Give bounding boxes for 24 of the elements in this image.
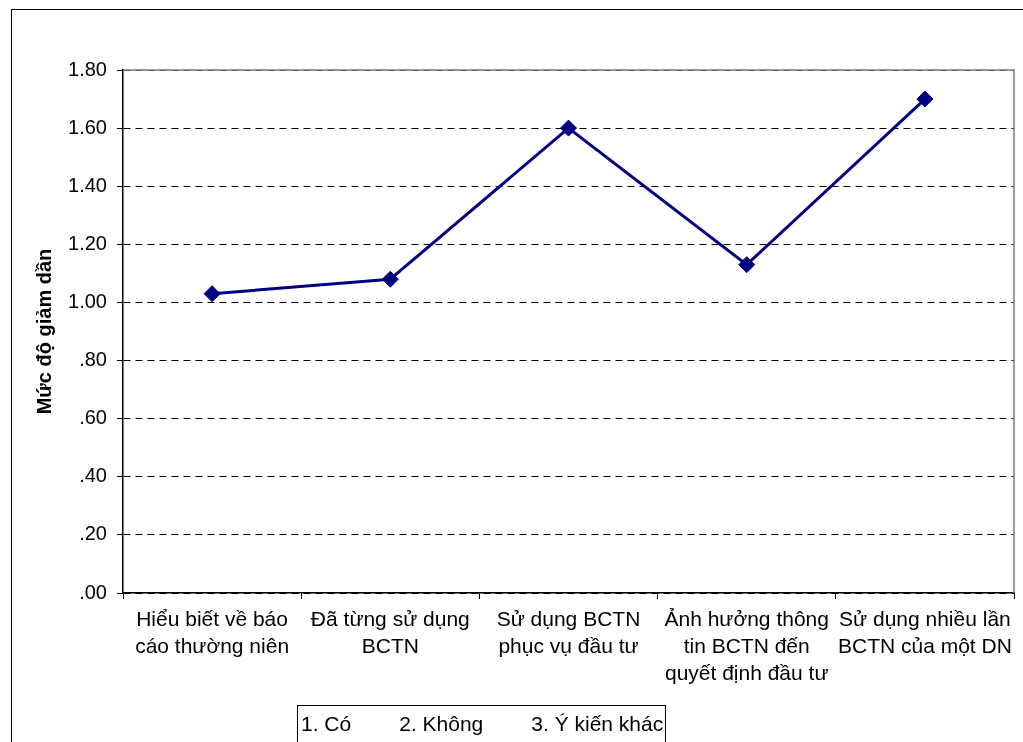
x-tick-label: Hiểu biết về báo cáo thường niên — [135, 607, 290, 658]
point — [381, 270, 399, 288]
x-tick-label: Đã từng sử dụng BCTN — [310, 607, 470, 658]
text: 1. Có — [301, 712, 352, 736]
y-tick-label: 1.80 — [68, 57, 107, 80]
x-tick-label: Sử dụng BCTN phục vụ đầu tư — [496, 607, 641, 658]
y-tick-label: .40 — [79, 464, 107, 487]
point — [560, 119, 577, 137]
y-tick-label: 1.60 — [68, 115, 107, 138]
point — [203, 285, 221, 303]
text: 3. Ý kiến khác — [531, 712, 664, 736]
point — [916, 90, 934, 108]
x-tick-label: Ảnh hưởng thông tin BCTN đến quyết định đầu tư — [664, 607, 829, 684]
y-tick-label: 1.20 — [68, 231, 107, 254]
y-tick-label: .00 — [79, 580, 107, 603]
y-tick-label: .80 — [79, 348, 107, 371]
y-tick-label: .20 — [79, 522, 107, 545]
x-tick-label: Sử dụng nhiều lần BCTN của một DN — [837, 607, 1012, 658]
y-tick-label: 1.40 — [68, 173, 107, 196]
y-tick-label: 1.00 — [68, 289, 107, 312]
y-axis-title: Mức độ giảm dần — [32, 248, 55, 415]
y-tick-label: .60 — [79, 406, 107, 429]
text: 2. Không — [399, 712, 484, 736]
point — [738, 256, 756, 274]
